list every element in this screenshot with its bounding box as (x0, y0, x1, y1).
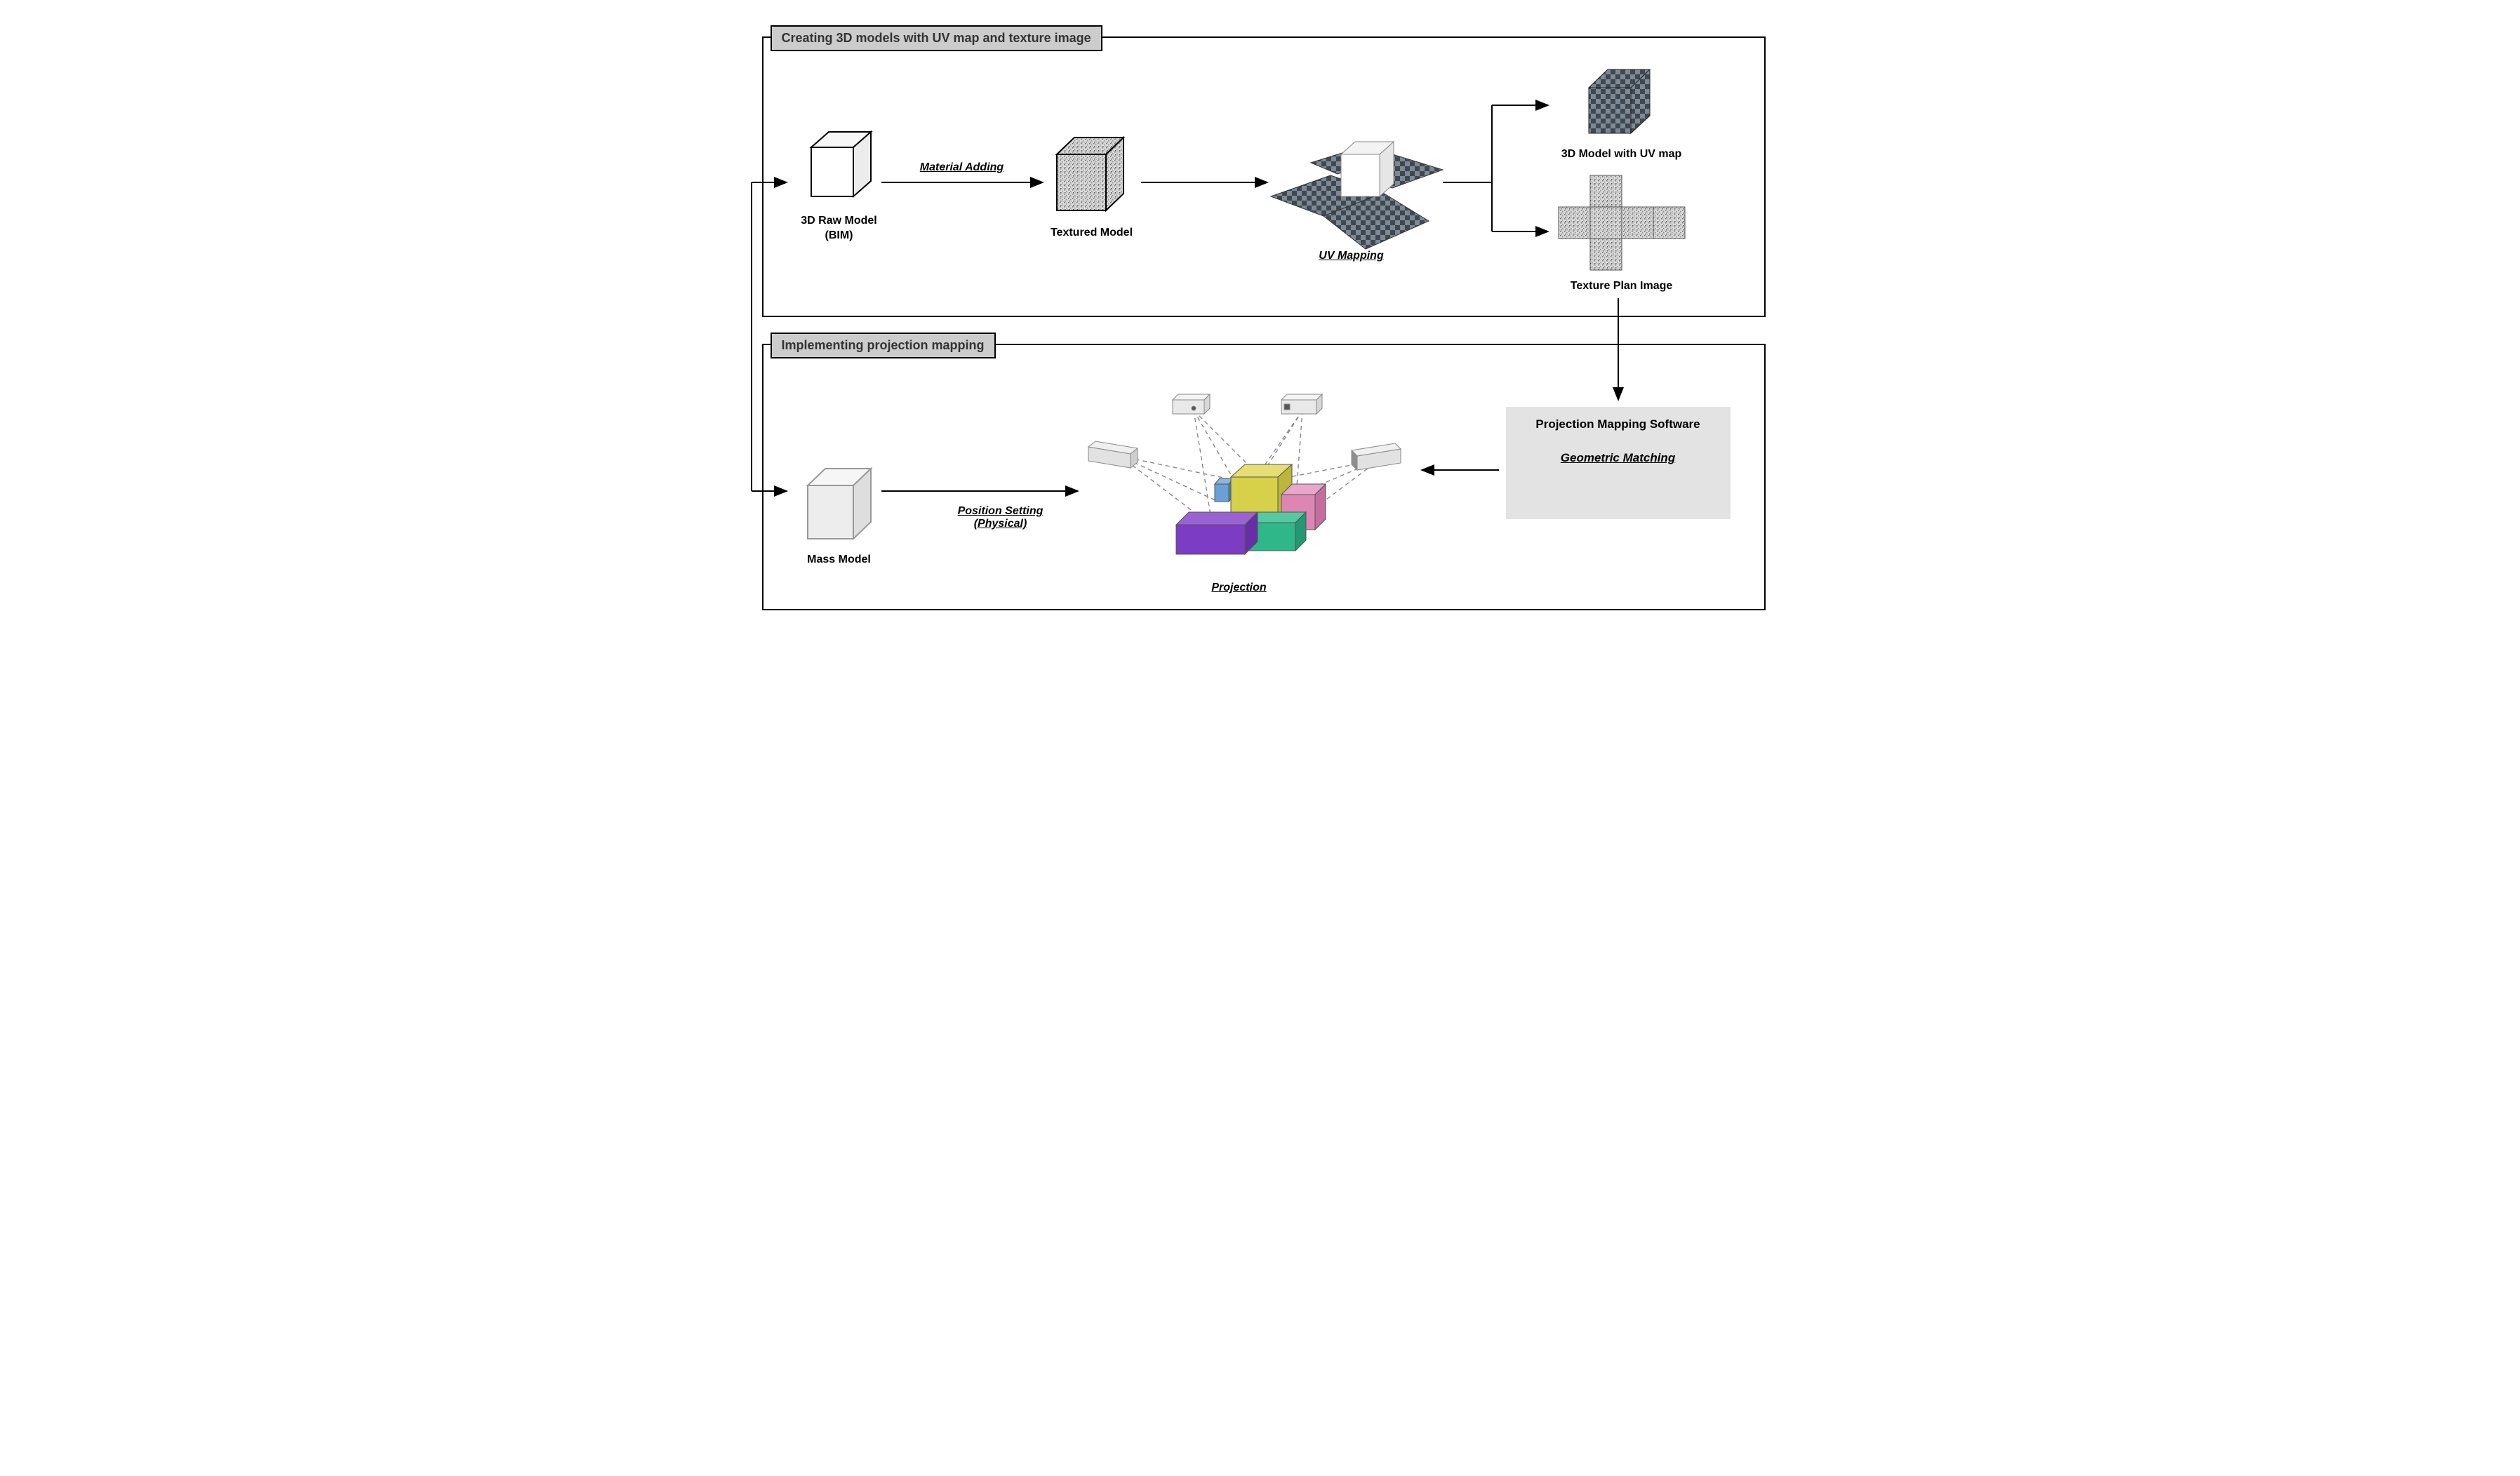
software-action-label: Geometric Matching (1516, 451, 1720, 465)
mass-model-illustration (794, 456, 888, 551)
software-box: Projection Mapping Software Geometric Ma… (1506, 407, 1731, 519)
section1-title: Creating 3D models with UV map and textu… (771, 25, 1102, 51)
projection-label: Projection (1169, 581, 1309, 596)
uv-mapping-illustration (1267, 112, 1450, 253)
section2-title: Implementing projection mapping (771, 333, 996, 358)
diagram-canvas: Creating 3D models with UV map and textu… (741, 21, 1780, 631)
uv-mapping-label: UV Mapping (1281, 249, 1422, 264)
textured-model-label: Textured Model (1022, 226, 1162, 241)
software-title: Projection Mapping Software (1516, 417, 1720, 431)
uv-cube-label: 3D Model with UV map (1552, 147, 1692, 162)
mass-model-label: Mass Model (769, 553, 909, 568)
textured-model-illustration (1043, 126, 1141, 224)
texture-plan-illustration (1552, 172, 1699, 277)
uv-cube-illustration (1576, 60, 1667, 144)
material-adding-label: Material Adding (892, 161, 1032, 174)
texture-plan-label: Texture Plan Image (1552, 279, 1692, 294)
projection-illustration (1071, 372, 1422, 582)
position-setting-label: Position Setting(Physical) (931, 505, 1071, 530)
raw-model-label: 3D Raw Model(BIM) (769, 214, 909, 243)
raw-model-illustration (797, 119, 888, 210)
